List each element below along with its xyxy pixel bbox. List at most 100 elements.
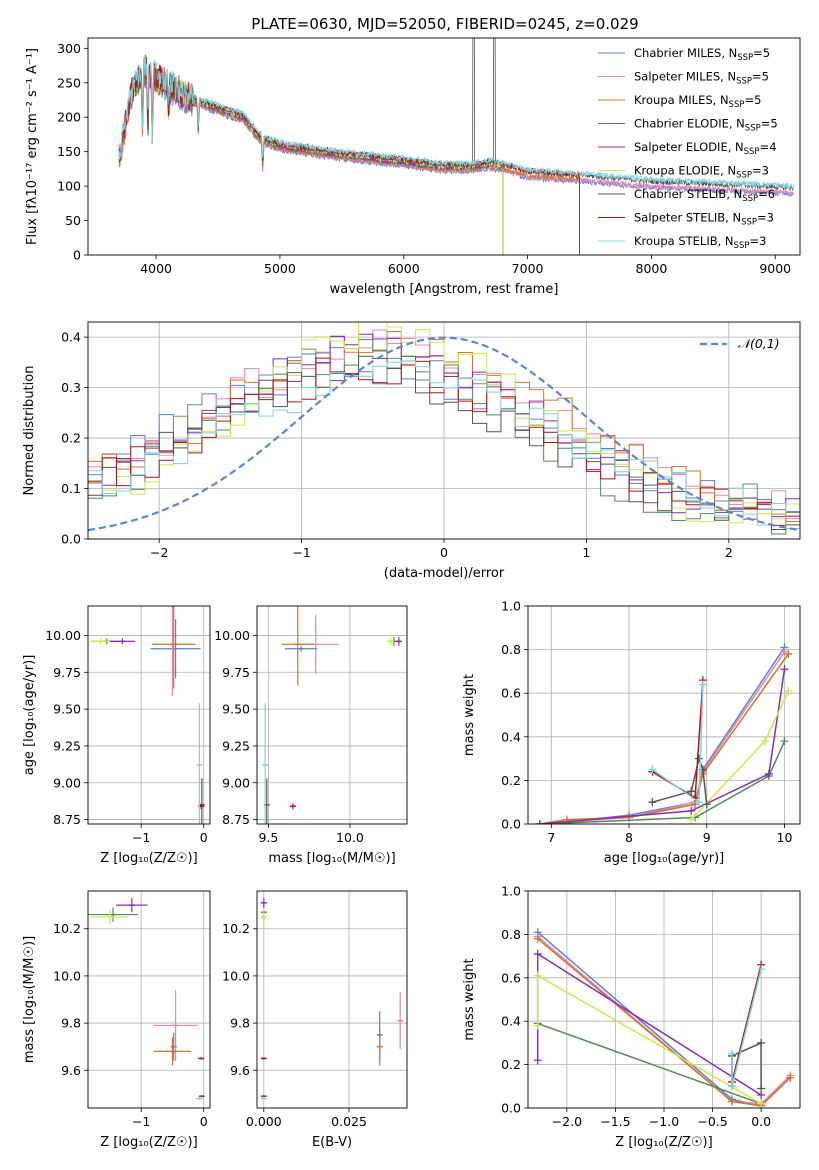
y-tick-label: 0.0 [501,1101,521,1116]
axes-frame [527,890,801,1109]
x-tick-label: 10.0 [336,830,364,845]
y-tick-label: 10.2 [53,921,81,936]
spectrum-legend: Chabrier MILES, NSSP=5 Salpeter MILES, NS… [598,46,778,251]
y-tick-label: 10.00 [214,628,250,643]
axes-age_vs_Z: −1 0 8.75 9.00 9.25 9.50 9.75 10.00 Z [log₁₀(Z/Z… [22,605,211,866]
x-tick-label: 1 [582,545,590,560]
y-tick-label: 0.8 [501,642,521,657]
weight-series [535,649,793,824]
weight-series [535,643,789,824]
y-tick-label: 9.6 [230,1063,250,1078]
weight-marker [533,1056,542,1065]
y-tick-label: 9.50 [53,702,81,717]
weight-marker [784,687,793,696]
y-tick-label: 0.2 [61,431,81,446]
plot-area-mass_vs_EBV [260,898,404,1100]
x-axis-label: age [log₁₀(age/yr)] [604,851,725,866]
weight-series [728,960,766,1086]
weight-marker [533,934,542,943]
legend-label: 𝒩(0,1) [738,336,780,351]
legend-label: Chabrier ELODIE, NSSP=5 [634,117,778,134]
data-point [281,606,315,686]
spectrum-line [130,55,504,255]
axes-frame [256,605,408,825]
legend-label: Kroupa STELIB, NSSP=3 [634,234,766,251]
data-point [116,898,148,913]
weight-marker [533,1021,542,1030]
weight-line [731,964,762,1083]
data-point [395,636,402,646]
y-tick-label: 300 [57,41,81,56]
y-tick-label: 200 [57,110,81,125]
weight-series [648,680,707,807]
data-point [387,636,394,646]
weight-series [533,934,795,1108]
y-tick-label: 8.75 [222,812,250,827]
data-point [198,1057,205,1060]
weight-line [536,974,762,1105]
y-tick-label: 50 [65,213,81,228]
x-tick-label: 6000 [388,261,420,276]
axes-residuals: −2 −1 0 1 2 0.0 0.1 0.2 0.3 0.4 (data-model)/error… [22,321,801,581]
axes-frame [87,605,211,825]
data-point [397,992,404,1050]
y-tick-label: 1.0 [501,884,521,899]
data-point [196,1097,203,1100]
y-tick-label: 0.4 [501,1014,521,1029]
x-tick-label: 0 [200,1114,208,1129]
data-point [151,606,196,689]
axes-frame [87,321,801,540]
x-tick-label: −2 [150,545,168,560]
y-tick-label: 8.75 [53,812,81,827]
y-tick-label: 0.2 [501,1057,521,1072]
x-tick-label: −1.0 [649,1114,679,1129]
x-tick-label: −0.5 [697,1114,727,1129]
weight-line [537,936,791,1105]
axes-spectrum: 4000 5000 6000 7000 8000 9000 0 50 100 150 200 250 3… [25,37,801,297]
weight-series [687,687,793,824]
y-tick-label: 10.00 [45,628,81,643]
legend-label: Chabrier MILES, NSSP=5 [634,46,770,63]
y-tick-label: 0.8 [501,927,521,942]
data-point [91,909,129,925]
x-tick-label: 4000 [140,261,172,276]
plot-area-age_vs_Z [91,606,205,824]
data-point [91,638,110,645]
normal-reference-curve [88,336,800,532]
data-point [284,645,318,652]
x-tick-label: −1.5 [600,1114,630,1129]
y-tick-label: 0.1 [61,481,81,496]
y-tick-label: 9.8 [230,1016,250,1031]
residual-histogram [88,322,800,524]
y-tick-label: 0.0 [501,817,521,832]
axes-frame [87,890,211,1109]
x-tick-label: 0 [440,545,448,560]
weight-marker [757,1099,766,1108]
y-tick-label: 10.0 [222,968,250,983]
legend-label: Kroupa MILES, NSSP=5 [634,93,761,110]
x-tick-label: 0.0 [751,1114,771,1129]
x-tick-label: 0.025 [331,1114,367,1129]
x-tick-label: 7 [547,830,555,845]
plot-area-spectrum [118,38,794,255]
weight-marker [728,1082,736,1091]
weight-marker [687,815,696,824]
weight-marker [757,965,766,974]
y-tick-label: 9.75 [53,665,81,680]
data-point [260,1097,267,1100]
residual-histogram [88,333,800,520]
axes-frame [256,890,408,1109]
y-tick-label: 0.6 [501,686,521,701]
y-tick-label: 0.3 [61,380,81,395]
weight-line [537,938,791,1107]
x-tick-label: −1 [132,1114,150,1129]
x-tick-label: 2 [725,545,733,560]
legend-label: Salpeter MILES, NSSP=5 [634,70,769,87]
data-point [198,1095,205,1098]
x-tick-label: 8 [625,830,633,845]
weight-line [539,669,786,824]
weight-marker [780,665,789,674]
y-tick-label: 100 [57,179,81,194]
y-axis-label: Flux [fλ10⁻¹⁷ erg cm⁻² s⁻¹ A⁻¹] [25,48,40,245]
